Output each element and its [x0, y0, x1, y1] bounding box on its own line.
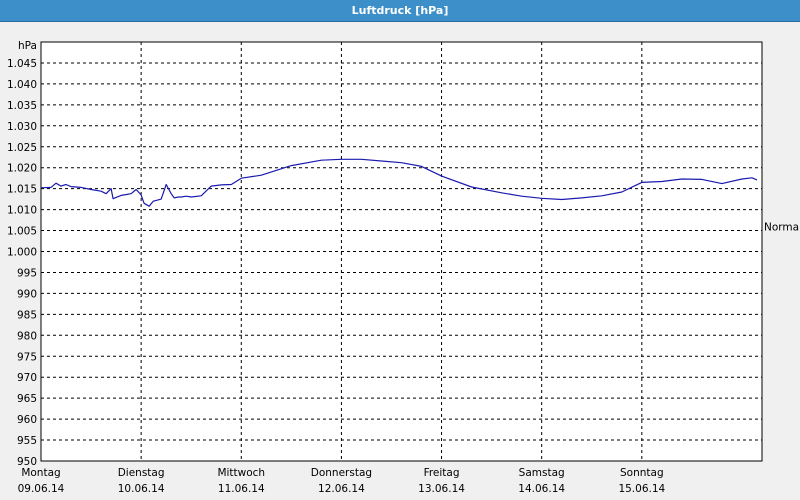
- pressure-series-line: [40, 158, 758, 207]
- x-tick-day: Mittwoch: [217, 467, 265, 479]
- x-tick-day: Donnerstag: [311, 467, 372, 479]
- reference-label: Normal: [764, 221, 800, 233]
- y-tick-label: 960: [17, 414, 37, 426]
- y-tick-label: 1.030: [7, 121, 37, 133]
- y-tick-label: 955: [17, 435, 37, 447]
- y-tick-label: 970: [17, 372, 37, 384]
- plot-border: [40, 41, 763, 462]
- y-tick-label: 1.035: [7, 100, 37, 112]
- y-tick-label: 995: [17, 267, 37, 279]
- x-axis: Montag 09.06.14 Dienstag 10.06.14 Mittwoch 11…: [18, 467, 666, 495]
- y-tick-label: 950: [17, 456, 37, 468]
- x-tick-day: Freitag: [424, 467, 460, 479]
- y-tick-label: 1.010: [7, 205, 37, 217]
- y-axis-label: hPa: [18, 40, 37, 52]
- series-group: [40, 158, 758, 207]
- y-tick-label: 1.020: [7, 163, 37, 175]
- x-tick-date: 15.06.14: [618, 483, 665, 495]
- y-tick-label: 965: [17, 393, 37, 405]
- y-tick-label: 990: [17, 288, 37, 300]
- chart-area: 950 955 960 965 970 975 980 985 990 995 1.000 1.005…: [0, 22, 800, 500]
- x-tick-date: 12.06.14: [318, 483, 365, 495]
- y-tick-label: 1.015: [7, 184, 37, 196]
- y-axis: 950 955 960 965 970 975 980 985 990 995 1.000 1.005…: [7, 40, 800, 468]
- y-tick-label: 1.025: [7, 142, 37, 154]
- x-tick-date: 11.06.14: [218, 483, 265, 495]
- x-tick-day: Sonntag: [620, 467, 664, 479]
- x-tick-date: 13.06.14: [418, 483, 465, 495]
- grid-lines: [41, 42, 762, 461]
- y-tick-label: 975: [17, 351, 37, 363]
- y-tick-label: 1.045: [7, 58, 37, 70]
- y-tick-label: 980: [17, 330, 37, 342]
- x-tick-date: 10.06.14: [118, 483, 165, 495]
- chart-title: Luftdruck [hPa]: [351, 4, 449, 17]
- x-tick-day: Dienstag: [118, 467, 165, 479]
- x-tick-day: Samstag: [519, 467, 565, 479]
- line-chart: 950 955 960 965 970 975 980 985 990 995 1.000 1.005…: [7, 40, 800, 495]
- y-tick-label: 1.005: [7, 226, 37, 238]
- y-tick-label: 985: [17, 309, 37, 321]
- x-tick-date: 09.06.14: [18, 483, 65, 495]
- y-tick-label: 1.000: [7, 247, 37, 259]
- title-bar: Luftdruck [hPa]: [0, 0, 800, 22]
- y-tick-label: 1.040: [7, 79, 37, 91]
- x-tick-date: 14.06.14: [518, 483, 565, 495]
- x-tick-day: Montag: [21, 467, 60, 479]
